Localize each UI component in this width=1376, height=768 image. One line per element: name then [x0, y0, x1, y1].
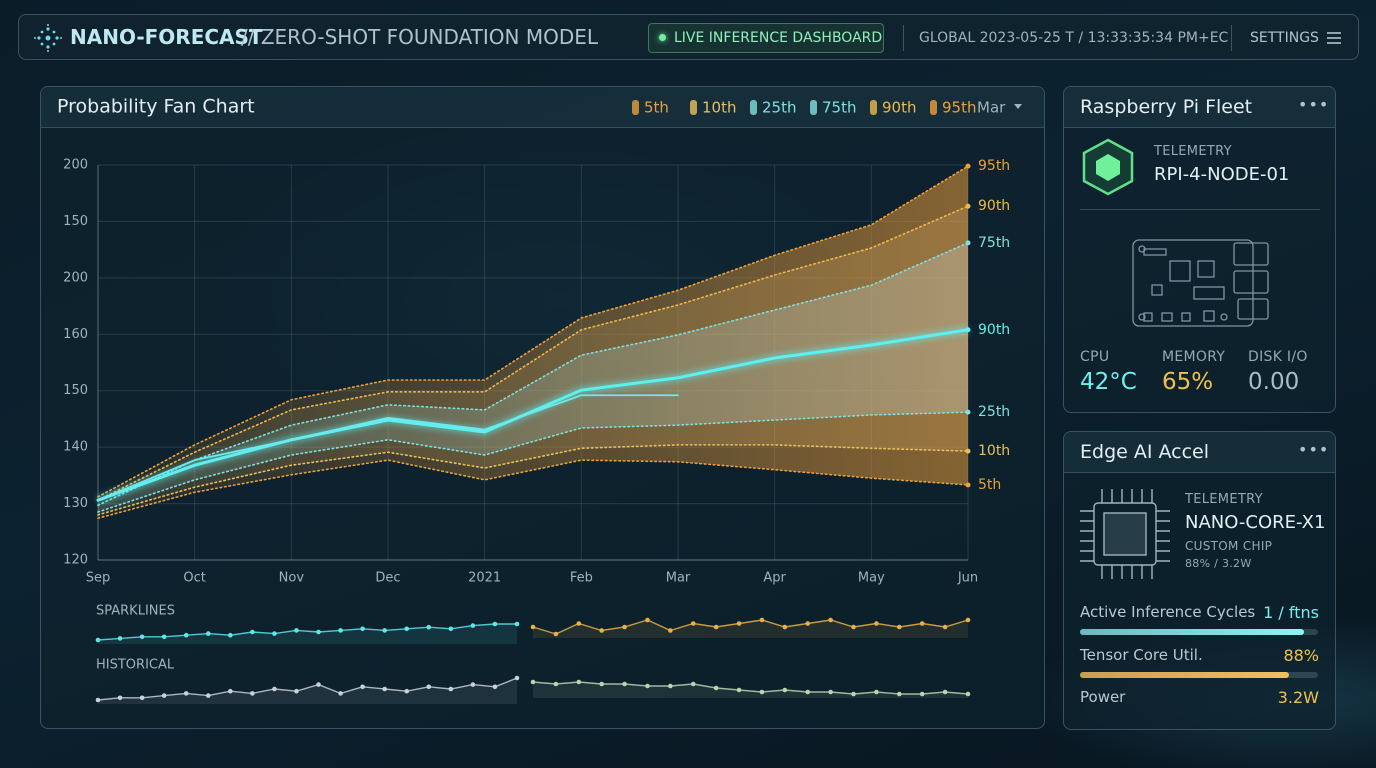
chip-icon [1080, 489, 1170, 579]
panel-header [41, 87, 1044, 128]
progress-bar [1080, 672, 1290, 678]
telemetry-label: TELEMETRY [1185, 492, 1263, 507]
brand: NANO-FORECAST [70, 25, 263, 49]
divider [1080, 209, 1320, 210]
metric-label: DISK I/O [1248, 349, 1308, 365]
panel-menu[interactable]: ••• [1298, 440, 1330, 459]
panel-title: Edge AI Accel [1080, 441, 1210, 463]
board-illustration [1132, 239, 1269, 327]
panel-header [1064, 432, 1335, 473]
fan-chart-panel [40, 86, 1045, 729]
telemetry-label: TELEMETRY [1154, 144, 1232, 159]
panel-menu[interactable]: ••• [1298, 95, 1330, 114]
metric-value: 65% [1162, 369, 1214, 395]
progress-bar [1080, 629, 1304, 635]
metric-label: CPU [1080, 349, 1110, 365]
node-icon [1082, 138, 1134, 196]
row-label: Power [1080, 688, 1126, 706]
clock: GLOBAL 2023-05-25 T / 13:33:35:34 PM+EC [919, 30, 1229, 46]
device-name: NANO-CORE-X1 [1185, 512, 1326, 533]
row-value: 88% [1283, 646, 1319, 665]
device-kind: CUSTOM CHIP [1185, 539, 1273, 553]
status-text: LIVE INFERENCE DASHBOARD [674, 30, 883, 46]
row-label: Tensor Core Util. [1080, 646, 1203, 664]
status-dot [659, 34, 666, 41]
pi-fleet-panel: Raspberry Pi Fleet ••• TELEMETRY RPI-4-N… [1063, 86, 1336, 413]
metric-value: 0.00 [1248, 369, 1300, 395]
row-value: 3.2W [1277, 688, 1319, 707]
brand-subtitle: // ZERO-SHOT FOUNDATION MODEL [241, 25, 599, 49]
row-value: 1 / ftns [1263, 603, 1319, 622]
header-bar: NANO-FORECAST // ZERO-SHOT FOUNDATION MO… [18, 14, 1359, 60]
bar-track [1080, 672, 1318, 678]
device-summary: 88% / 3.2W [1185, 557, 1252, 570]
node-name: RPI-4-NODE-01 [1154, 164, 1290, 185]
menu-icon[interactable] [1327, 32, 1341, 44]
bar-track [1080, 629, 1318, 635]
panel-title: Raspberry Pi Fleet [1080, 96, 1253, 118]
logo-icon [34, 24, 62, 52]
panel-header [1064, 87, 1335, 128]
row-label: Active Inference Cycles [1080, 603, 1256, 621]
separator [1231, 25, 1232, 51]
metric-value: 42°C [1080, 369, 1137, 395]
separator [903, 25, 904, 51]
settings[interactable]: SETTINGS [1250, 30, 1319, 46]
edge-accel-panel: Edge AI Accel ••• TELEMETRY NANO-CORE-X1… [1063, 431, 1336, 730]
status-pill: LIVE INFERENCE DASHBOARD [648, 23, 884, 53]
metric-label: MEMORY [1162, 349, 1226, 365]
